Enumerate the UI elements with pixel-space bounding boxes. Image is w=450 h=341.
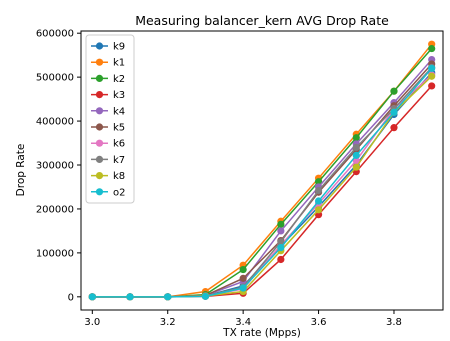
chart-title: Measuring balancer_kern AVG Drop Rate bbox=[135, 13, 389, 28]
x-tick-label: 3.6 bbox=[311, 317, 327, 328]
data-point-k3 bbox=[428, 82, 436, 90]
series-k2 bbox=[88, 44, 436, 301]
data-point-k2 bbox=[428, 44, 436, 53]
legend-entry-k9: k9 bbox=[91, 42, 125, 53]
data-point-k4 bbox=[277, 227, 285, 235]
data-point-k8 bbox=[352, 163, 360, 171]
legend-label: k3 bbox=[113, 90, 125, 101]
data-point-k2 bbox=[390, 87, 398, 95]
data-point-k2 bbox=[277, 220, 285, 228]
series-k1 bbox=[88, 40, 436, 301]
legend-marker bbox=[95, 155, 104, 163]
data-point-k8 bbox=[428, 72, 436, 80]
data-point-k8 bbox=[314, 206, 323, 214]
axes: 3.0 3.2 3.4 3.6 3.8 0 100000 200000 300000 400000… bbox=[36, 29, 402, 328]
legend-entry-k1: k1 bbox=[91, 58, 125, 69]
legend-entry-k8: k8 bbox=[91, 171, 125, 182]
series-line-k4 bbox=[92, 59, 433, 298]
plot-frame bbox=[80, 30, 444, 311]
legend-marker bbox=[95, 172, 104, 180]
x-tick-label: 3.8 bbox=[386, 317, 402, 328]
legend-marker bbox=[95, 91, 104, 99]
data-point-o2 bbox=[390, 108, 398, 116]
y-tick-label: 500000 bbox=[36, 73, 74, 84]
legend-label: k9 bbox=[113, 42, 125, 53]
legend-label: k1 bbox=[113, 58, 125, 69]
legend-entry-k7: k7 bbox=[91, 155, 125, 166]
x-tick-label: 3.0 bbox=[84, 317, 100, 328]
y-tick-label: 600000 bbox=[36, 29, 74, 40]
legend-marker bbox=[95, 107, 104, 115]
series-o2 bbox=[88, 64, 436, 301]
data-point-k7 bbox=[277, 238, 285, 246]
y-tick-label: 0 bbox=[68, 292, 74, 303]
data-point-o2 bbox=[314, 197, 323, 205]
legend-entry-k3: k3 bbox=[91, 90, 125, 101]
legend-marker bbox=[95, 123, 104, 131]
data-point-o2 bbox=[88, 293, 96, 301]
legend-label: k2 bbox=[113, 74, 125, 85]
data-point-o2 bbox=[352, 151, 360, 159]
data-point-k2 bbox=[239, 265, 247, 274]
data-point-k3 bbox=[277, 255, 285, 264]
legend-label: o2 bbox=[113, 187, 125, 198]
legend-label: k8 bbox=[113, 171, 125, 182]
legend-marker bbox=[95, 188, 104, 196]
series-line-o2 bbox=[92, 67, 433, 298]
y-tick-label: 400000 bbox=[36, 117, 74, 128]
series-line-k5 bbox=[92, 63, 433, 298]
y-tick-label: 200000 bbox=[36, 204, 74, 215]
data-point-k6 bbox=[352, 157, 360, 165]
legend-box bbox=[85, 34, 135, 204]
legend-entry-k2: k2 bbox=[91, 74, 125, 85]
series-k6 bbox=[88, 71, 436, 301]
data-point-o2 bbox=[201, 292, 210, 300]
data-point-o2 bbox=[277, 244, 285, 252]
data-point-o2 bbox=[126, 293, 134, 301]
x-tick-label: 3.2 bbox=[160, 317, 176, 328]
data-point-o2 bbox=[164, 293, 172, 301]
legend-entry-k6: k6 bbox=[91, 139, 125, 150]
series-line-k7 bbox=[92, 66, 433, 298]
legend-marker bbox=[95, 42, 104, 50]
legend-marker bbox=[95, 58, 104, 66]
data-point-o2 bbox=[428, 64, 436, 72]
plot-area bbox=[88, 40, 436, 301]
x-tick-label: 3.4 bbox=[235, 317, 251, 328]
legend-label: k4 bbox=[113, 106, 125, 117]
legend-label: k6 bbox=[113, 139, 125, 150]
legend-marker bbox=[95, 139, 104, 147]
data-point-k5 bbox=[239, 274, 247, 282]
data-point-k7 bbox=[314, 186, 323, 195]
legend-label: k5 bbox=[113, 123, 125, 134]
legend-entry-k5: k5 bbox=[91, 123, 125, 134]
legend-marker bbox=[95, 74, 104, 82]
legend-label: k7 bbox=[113, 155, 125, 166]
y-tick-label: 300000 bbox=[36, 161, 74, 172]
data-point-k7 bbox=[352, 143, 360, 152]
x-axis-label: TX rate (Mpps) bbox=[222, 327, 301, 339]
legend-entry-k4: k4 bbox=[91, 106, 125, 117]
data-point-k2 bbox=[314, 178, 323, 186]
legend: k9 k1 k2 k3 k4 k5 k6 k7 k8 o2 bbox=[85, 34, 135, 204]
legend-entry-o2: o2 bbox=[91, 187, 125, 198]
y-axis-label: Drop Rate bbox=[15, 144, 27, 197]
series-k7 bbox=[88, 63, 436, 301]
data-point-k2 bbox=[352, 134, 360, 142]
y-tick-label: 100000 bbox=[36, 248, 74, 259]
data-point-k3 bbox=[390, 124, 398, 132]
data-point-o2 bbox=[239, 284, 247, 292]
